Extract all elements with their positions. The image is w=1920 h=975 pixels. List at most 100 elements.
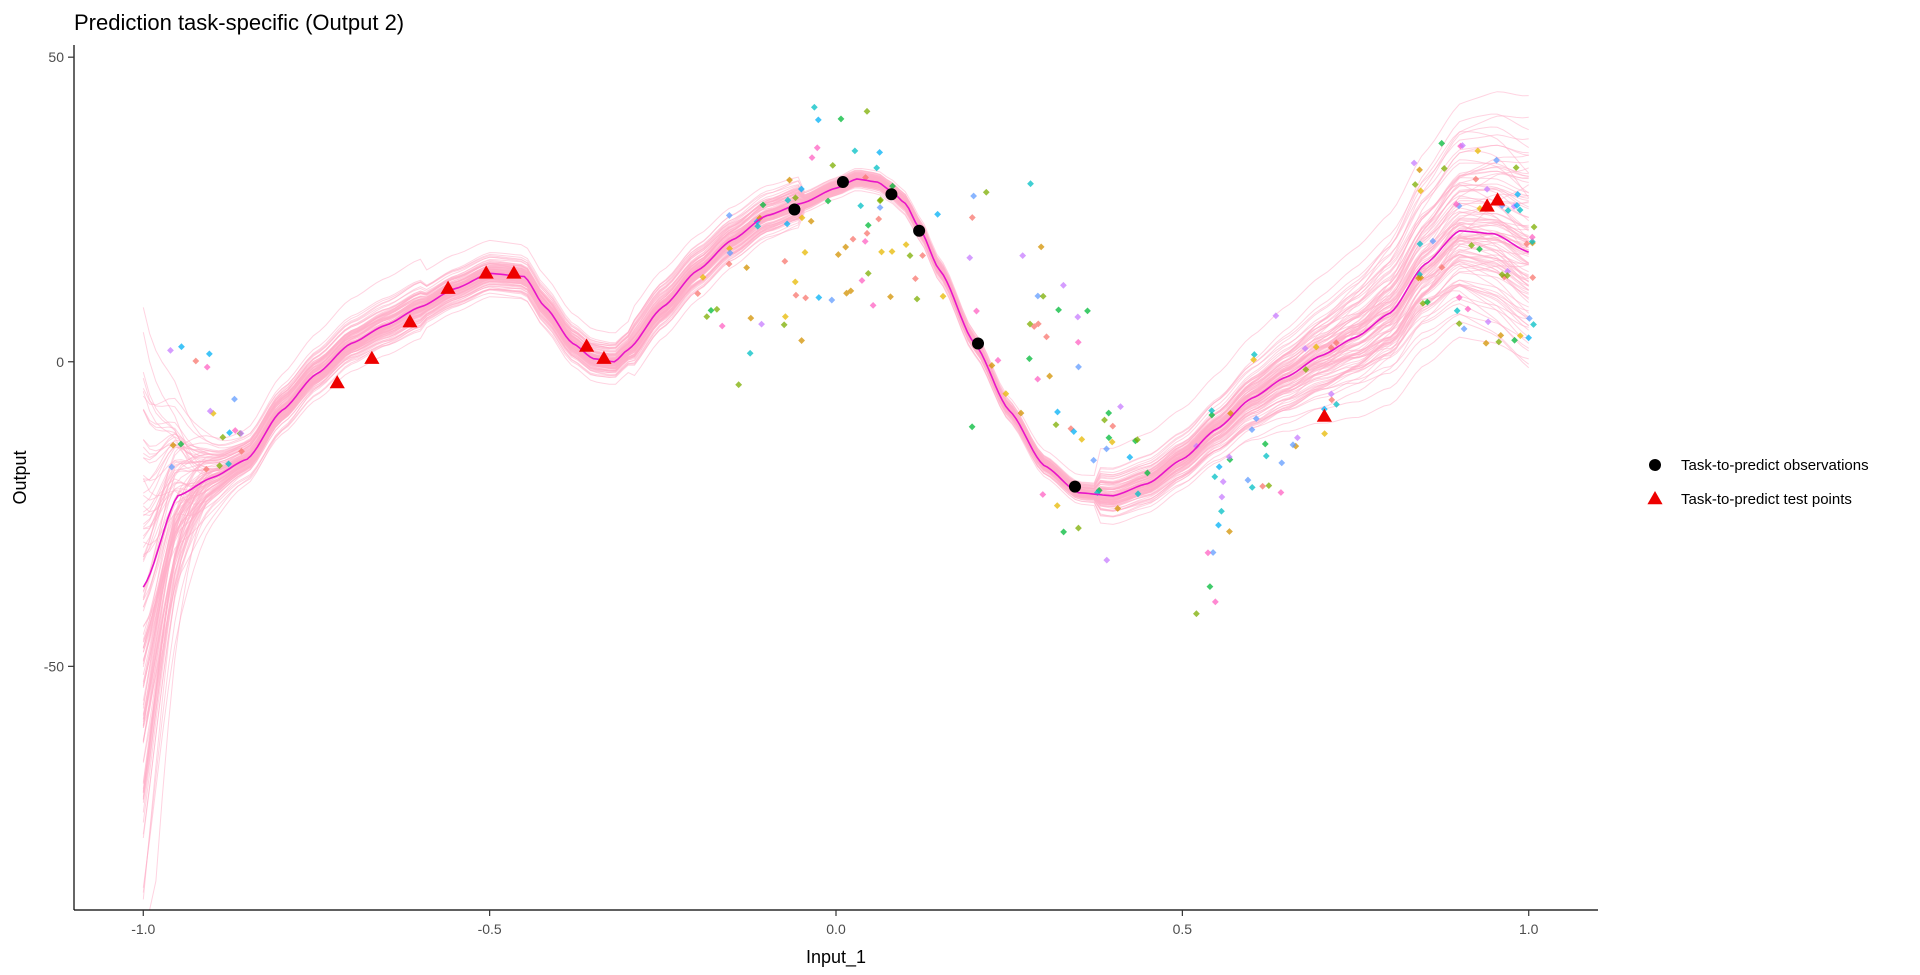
sample-curve — [142, 184, 1530, 628]
other-task-point — [231, 395, 238, 403]
other-task-point — [225, 460, 232, 468]
other-task-point — [857, 202, 865, 210]
other-task-point — [238, 447, 245, 455]
observation-point — [913, 224, 926, 237]
sample-curve — [142, 180, 1529, 649]
other-task-point — [1511, 336, 1518, 344]
sample-curve — [142, 177, 1529, 706]
test-point — [478, 265, 494, 279]
other-task-point — [1070, 428, 1078, 435]
sample-curve — [142, 184, 1530, 720]
other-task-point — [829, 161, 837, 169]
other-task-point — [970, 192, 978, 200]
other-task-point — [167, 347, 174, 354]
other-task-point — [1034, 375, 1042, 383]
other-task-point — [1503, 272, 1511, 279]
sample-curve — [142, 175, 1529, 649]
other-task-point — [797, 185, 805, 193]
other-task-point — [815, 294, 823, 301]
other-task-point — [1101, 416, 1108, 424]
y-axis-ticks: -50 0 50 — [44, 49, 74, 674]
y-tick-label: -50 — [44, 658, 64, 674]
sample-curve — [142, 178, 1529, 784]
other-task-point — [1528, 233, 1536, 241]
sample-curve — [142, 175, 1529, 492]
other-task-point — [747, 314, 755, 322]
other-task-point — [1459, 142, 1466, 149]
other-task-point — [1126, 453, 1134, 461]
other-task-point — [1327, 344, 1335, 352]
other-task-point — [1074, 338, 1082, 346]
other-task-point — [792, 194, 799, 202]
sample-curve — [142, 174, 1529, 720]
other-task-point — [1250, 351, 1258, 358]
other-task-point — [792, 291, 800, 299]
other-task-point — [1277, 489, 1285, 496]
other-task-point — [889, 182, 896, 190]
other-task-point — [842, 243, 850, 251]
sample-curve — [142, 181, 1529, 687]
x-tick-label: -1.0 — [131, 921, 155, 937]
other-task-point — [226, 429, 233, 437]
other-task-point — [888, 248, 896, 255]
other-task-point — [1292, 442, 1300, 450]
other-task-point — [1034, 320, 1042, 328]
sample-curve — [142, 182, 1530, 726]
other-task-point — [1026, 320, 1034, 328]
sample-curve — [142, 181, 1529, 798]
other-task-point — [834, 251, 842, 258]
test-point — [1489, 192, 1506, 206]
sample-curve — [142, 184, 1529, 640]
test-point — [596, 350, 612, 364]
other-task-point — [1204, 549, 1212, 557]
sample-curve — [142, 174, 1529, 608]
sample-curve — [142, 180, 1529, 600]
other-task-point — [1416, 240, 1424, 248]
other-task-point — [1523, 240, 1531, 248]
x-tick-label: 0.5 — [1173, 921, 1193, 937]
sample-curve — [142, 183, 1530, 783]
other-task-point — [1516, 332, 1524, 340]
chart-title: Prediction task-specific (Output 2) — [74, 10, 404, 35]
other-task-point — [878, 248, 885, 256]
sample-curve — [142, 181, 1530, 715]
sample-curve — [142, 183, 1529, 839]
other-task-point — [1144, 469, 1151, 477]
other-task-point — [1453, 307, 1461, 315]
other-task-point — [791, 278, 799, 286]
other-task-point — [192, 357, 200, 365]
other-task-point — [902, 241, 910, 248]
other-task-point — [206, 407, 214, 415]
test-point — [440, 280, 456, 294]
x-axis-label: Input_1 — [806, 947, 866, 968]
other-task-point — [1497, 331, 1505, 339]
observation-point — [788, 203, 801, 216]
other-task-point — [1474, 147, 1482, 155]
other-task-point — [1209, 549, 1217, 556]
other-task-point — [1513, 201, 1521, 209]
other-task-point — [814, 116, 822, 124]
other-task-point — [1484, 318, 1492, 326]
other-task-point — [1219, 478, 1227, 486]
other-task-point — [1410, 159, 1418, 167]
sample-curve — [143, 113, 1529, 492]
other-task-point — [1133, 436, 1141, 444]
other-task-point — [1301, 345, 1309, 352]
other-task-point — [1472, 175, 1480, 183]
other-task-point — [1218, 507, 1225, 515]
observation-point — [1068, 480, 1081, 493]
other-task-point — [1498, 202, 1506, 210]
other-task-point — [1416, 166, 1423, 174]
mean-curve — [142, 178, 1529, 588]
other-task-point — [988, 362, 996, 369]
test-point — [402, 314, 418, 328]
other-task-point — [1289, 441, 1297, 449]
sample-curve — [142, 180, 1529, 741]
other-task-point — [1225, 453, 1233, 461]
sample-curve — [142, 172, 1529, 683]
other-task-point — [876, 204, 884, 211]
other-task-point — [1193, 442, 1200, 450]
other-task-point — [1438, 139, 1446, 147]
mean-line — [142, 178, 1529, 588]
sample-curve — [142, 178, 1529, 793]
